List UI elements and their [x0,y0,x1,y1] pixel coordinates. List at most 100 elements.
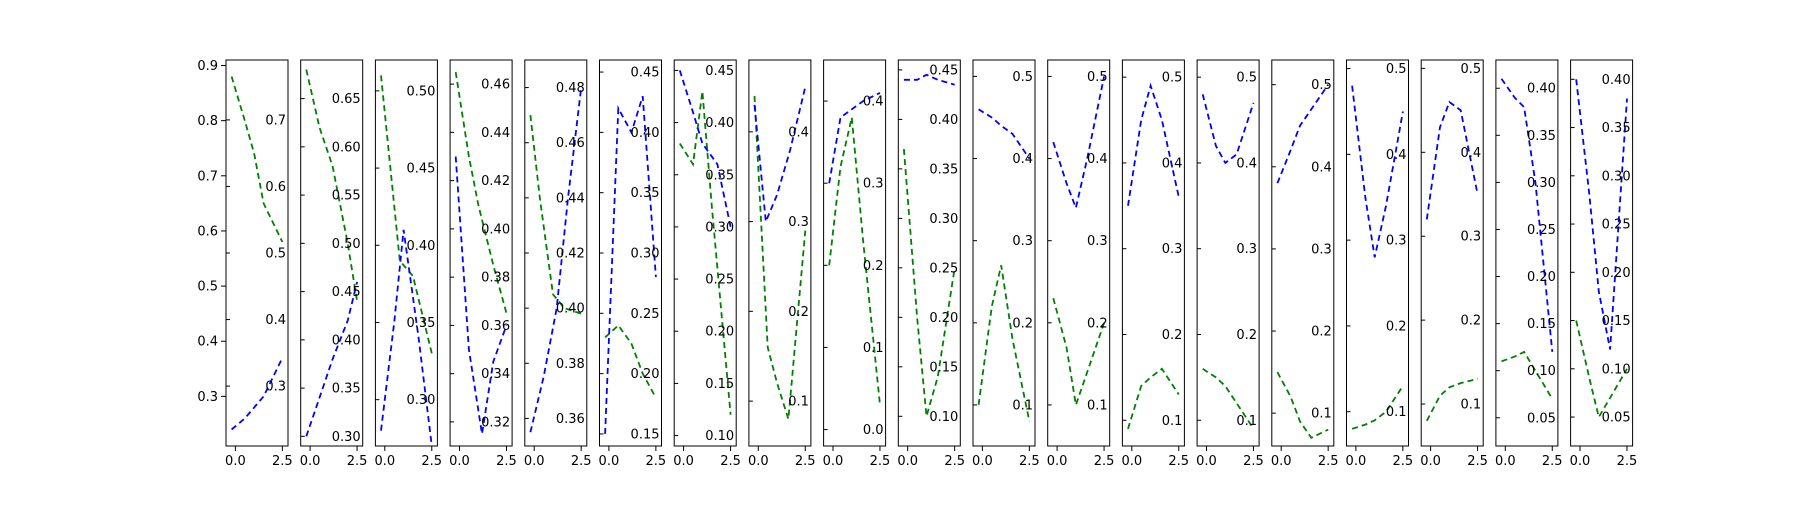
y-tick-label-inner: 0.5 [1386,62,1407,77]
y-tick-label-inner: 0.44 [481,126,510,141]
x-tick-label: 2.5 [1542,454,1563,469]
y-tick-label-inner: 0.40 [556,302,585,317]
x-tick-label: 2.5 [1393,454,1414,469]
y-tick-label-inner: 0.20 [705,325,734,340]
y-tick-label-inner: 0.25 [705,273,734,288]
x-tick-label: 0.0 [524,454,545,469]
y-tick-label-left: 0.6 [197,224,218,239]
x-tick-label: 0.0 [1047,454,1068,469]
y-tick-label-inner: 0.20 [631,367,660,382]
series-line-blue [1276,84,1329,184]
x-tick-label: 0.0 [748,454,769,469]
y-tick-label-left: 0.4 [197,335,218,350]
y-tick-label-inner: 0.60 [332,140,361,155]
subplot-17: 0.0 2.5 0.1 0.2 0.3 0.4 0.5 [1420,59,1488,469]
y-tick-label-inner: 0.4 [788,125,809,140]
y-tick-label-inner: 0.35 [1602,121,1631,136]
y-tick-label-inner: 0.5 [1012,70,1033,85]
subplot-frame [1570,59,1634,447]
x-tick-label: 0.0 [972,454,993,469]
y-tick-label-inner: 0.45 [406,162,435,177]
y-tick-label-inner: 0.46 [481,78,510,93]
y-tick-label-inner: 0.48 [556,81,585,96]
series-line-green [1351,385,1404,430]
y-tick-label-inner: 0.35 [631,186,660,201]
subplot-9: 0.0 2.5 0.0 0.1 0.2 0.3 0.4 [823,59,890,469]
x-tick-label: 2.5 [720,454,741,469]
y-tick-label-inner: 0.44 [556,191,585,206]
y-tick-label-inner: 0.5 [1461,62,1482,77]
series-line-green [977,265,1031,422]
subplot-15: 0.0 2.5 0.1 0.2 0.3 0.4 0.5 [1271,59,1339,469]
series-line-green [529,114,582,315]
y-tick-label-inner: 0.3 [1386,234,1407,249]
series-line-blue [1351,85,1404,258]
y-tick-label-inner: 0.15 [705,377,734,392]
x-tick-label: 0.0 [449,454,470,469]
x-tick-label: 2.5 [1168,454,1189,469]
y-tick-label-inner: 0.10 [705,429,734,444]
y-tick-label-inner: 0.40 [406,239,435,254]
y-tick-label-inner: 0.45 [929,63,958,78]
subplot-frame [823,59,887,447]
y-tick-label-left: 0.5 [197,280,218,295]
x-tick-label: 2.5 [571,454,592,469]
y-tick-label-inner: 0.15 [929,360,958,375]
series-line-blue [604,95,657,434]
y-tick-label-inner: 0.4 [265,313,286,328]
subplot-19: 0.0 2.5 0.05 0.10 0.15 0.20 0.25 0.30 0.35 0.40 [1570,59,1637,469]
subplot-frame [1495,59,1559,447]
series-line-blue [380,229,433,447]
x-tick-label: 0.0 [1570,454,1591,469]
series-line-blue [1127,82,1180,206]
y-tick-label-inner: 0.2 [1386,319,1407,334]
x-tick-label: 2.5 [1243,454,1264,469]
x-tick-label: 0.0 [1121,454,1142,469]
subplot-11: 0.0 2.5 0.1 0.2 0.3 0.4 0.5 [972,59,1040,469]
subplot-13: 0.0 2.5 0.1 0.2 0.3 0.4 0.5 [1121,59,1189,469]
y-tick-label-inner: 0.50 [406,84,435,99]
series-line-blue [1500,78,1554,352]
series-line-green [1501,350,1554,400]
y-tick-label-inner: 0.42 [556,247,585,262]
y-tick-label-inner: 0.45 [332,285,361,300]
y-tick-label-inner: 0.10 [929,410,958,425]
subplot-frame [673,59,737,447]
y-tick-label-inner: 0.3 [863,177,884,192]
y-tick-label-inner: 0.30 [332,430,361,445]
y-tick-label-inner: 0.30 [1527,176,1556,191]
y-tick-label-inner: 0.5 [1087,70,1108,85]
subplot-3: 0.0 2.5 0.30 0.35 0.40 0.45 0.50 [374,59,442,469]
y-tick-label-inner: 0.4 [1236,156,1257,171]
y-tick-label-inner: 0.1 [1461,398,1482,413]
y-tick-label-inner: 0.1 [863,341,884,356]
subplot-18: 0.0 2.5 0.05 0.10 0.15 0.20 0.25 0.30 0.35 0.40 [1495,59,1563,469]
subplot-frame [1420,59,1484,447]
y-tick-label-inner: 0.30 [631,247,660,262]
y-tick-label-inner: 0.46 [556,136,585,151]
x-tick-label: 2.5 [347,454,368,469]
subplot-frame [449,59,513,447]
subplot-frame [972,59,1036,447]
y-tick-label-inner: 0.5 [265,247,286,262]
subplot-frame [1346,59,1409,447]
x-tick-label: 0.0 [1495,454,1516,469]
series-line-blue [454,156,508,435]
y-tick-label-inner: 0.32 [481,415,510,430]
y-tick-label-inner: 0.38 [556,357,585,372]
x-tick-label: 0.0 [374,454,395,469]
y-tick-label-inner: 0.6 [265,180,286,195]
subplot-frame [300,59,364,447]
y-tick-label-inner: 0.0 [863,423,884,438]
y-tick-label-inner: 0.40 [631,126,660,141]
y-tick-label-inner: 0.5 [1236,71,1257,86]
y-tick-label-inner: 0.4 [1461,146,1482,161]
y-tick-label-inner: 0.35 [705,168,734,183]
y-tick-label-inner: 0.10 [1527,364,1556,379]
y-tick-label-inner: 0.3 [788,215,809,230]
y-tick-label-inner: 0.05 [1527,411,1556,426]
y-tick-label-inner: 0.2 [1311,325,1332,340]
y-tick-label-inner: 0.2 [1236,328,1257,343]
series-line-blue [978,108,1031,160]
